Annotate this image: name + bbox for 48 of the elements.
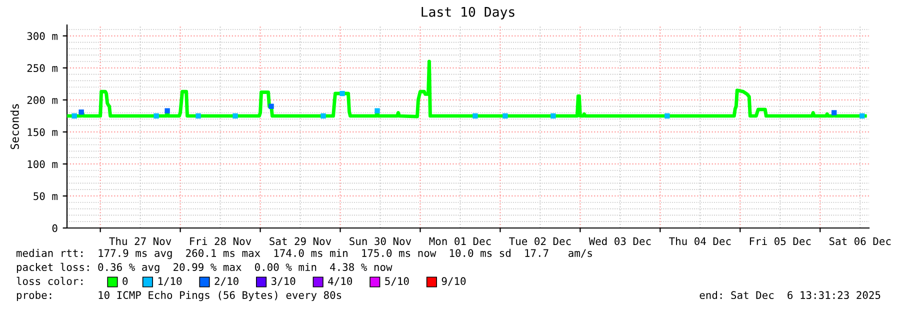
chart-title: Last 10 Days: [422, 6, 514, 20]
point: [268, 104, 274, 109]
y-tick-label: 200 m: [27, 96, 58, 104]
x-tick-label: Thu 27 Nov: [109, 237, 172, 246]
point: [502, 113, 508, 119]
y-tick-label: 150 m: [28, 128, 58, 136]
legend-label: 9/10: [442, 277, 466, 286]
point: [860, 113, 865, 119]
text: packet loss: 0.36 % avg 20.99 % max 0.00 % min 4.38 % now: [16, 262, 392, 274]
x-tick-label: Thu 04 Dec: [669, 237, 731, 246]
point: [196, 113, 201, 119]
y-tick-label: 100 m: [28, 160, 58, 168]
x-tick-label: Tue 02 Dec: [509, 237, 571, 246]
point: [72, 113, 77, 119]
point: [664, 113, 670, 119]
legend-label: 4/10: [328, 277, 352, 286]
legend-label: 0: [122, 277, 128, 286]
line-series: [67, 60, 867, 118]
y-axis-title: Seconds: [10, 104, 19, 150]
point: [472, 113, 478, 119]
point: [374, 108, 380, 114]
point: [832, 110, 837, 116]
x-tick-label: Fri 28 Nov: [190, 237, 252, 246]
x-tick-label: Sat 06 Dec: [829, 237, 891, 246]
x-tick-label: Sat 29 Nov: [270, 237, 332, 246]
legend-label: 1/10: [158, 277, 182, 286]
text: probe: 10 ICMP Echo Pings (56 Bytes) every 80s: [16, 290, 342, 302]
point: [320, 113, 326, 119]
text: end: Sat Dec 6 13:31:23 2025: [700, 290, 880, 300]
x-tick-label: Sun 30 Nov: [350, 237, 412, 246]
y-tick-label: 250 m: [27, 64, 58, 72]
legend-label: 5/10: [385, 277, 409, 286]
point: [78, 109, 84, 115]
legend-title: loss color:: [16, 276, 82, 286]
x-tick-label: Mon 01 Dec: [429, 237, 491, 246]
text: median rtt: 177.9 ms avg 260.1 ms max 174.0 ms min 175.0 ms now 10.0 ms sd 17.7 am/s: [16, 248, 592, 260]
point: [164, 108, 170, 114]
point: [550, 113, 556, 119]
y-tick-label: 50 m: [34, 192, 58, 200]
y-tick-label: 300 m: [27, 32, 58, 40]
point: [340, 90, 345, 96]
y-tick-label: 0: [52, 224, 58, 232]
x-tick-label: Wed 03 Dec: [588, 237, 651, 246]
legend-label: 2/10: [214, 277, 238, 286]
point: [154, 113, 159, 119]
legend-label: 3/10: [271, 277, 296, 286]
x-tick-label: Fri 05 Dec: [750, 237, 811, 246]
point: [232, 113, 238, 119]
